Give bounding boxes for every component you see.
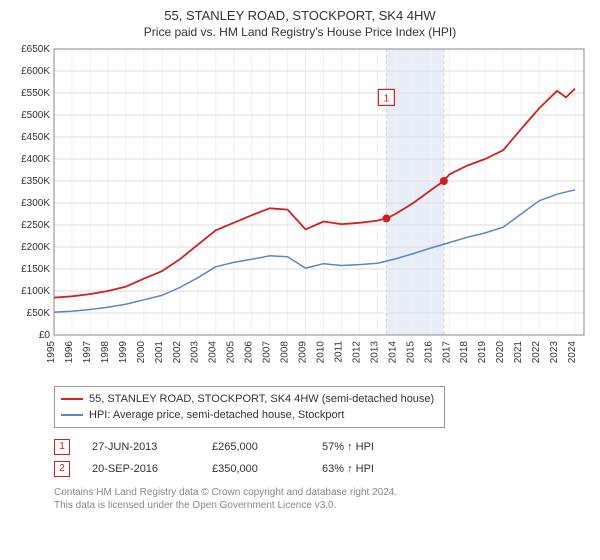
event-list: 1 27-JUN-2013£265,00057% ↑ HPI 2 20-SEP-201…	[54, 436, 590, 480]
svg-text:2003: 2003	[190, 341, 201, 364]
chart: £0 £50K £100K £150K £200K £250K £300K £350K £400…	[10, 45, 590, 380]
event-price: £350,000	[212, 458, 322, 480]
svg-text:2018: 2018	[459, 341, 470, 364]
svg-text:£600K: £600K	[21, 66, 50, 77]
svg-text:2023: 2023	[549, 341, 560, 364]
page-subtitle: Price paid vs. HM Land Registry's House …	[10, 25, 590, 39]
svg-text:2019: 2019	[477, 341, 488, 364]
svg-text:2011: 2011	[333, 341, 344, 363]
event-note: 57% ↑ HPI	[322, 436, 374, 458]
svg-text:2004: 2004	[208, 341, 219, 364]
chart-svg: £0 £50K £100K £150K £200K £250K £300K £350K £400…	[10, 45, 590, 375]
svg-text:£550K: £550K	[21, 88, 50, 99]
svg-text:£650K: £650K	[21, 45, 50, 55]
svg-text:£50K: £50K	[27, 308, 51, 319]
svg-text:1997: 1997	[82, 341, 93, 364]
svg-text:£300K: £300K	[21, 198, 50, 209]
svg-text:2014: 2014	[387, 341, 398, 364]
svg-text:2017: 2017	[441, 341, 452, 364]
svg-text:2008: 2008	[280, 341, 291, 364]
legend-row: HPI: Average price, semi-detached house,…	[61, 407, 434, 423]
svg-text:£100K: £100K	[21, 286, 50, 297]
footnote: Contains HM Land Registry data © Crown c…	[54, 486, 590, 512]
svg-text:2000: 2000	[136, 341, 147, 364]
svg-text:£0: £0	[39, 330, 51, 341]
svg-text:2001: 2001	[154, 341, 165, 364]
svg-text:£200K: £200K	[21, 242, 50, 253]
svg-text:2016: 2016	[423, 341, 434, 364]
page-title: 55, STANLEY ROAD, STOCKPORT, SK4 4HW	[10, 8, 590, 23]
svg-text:2009: 2009	[298, 341, 309, 364]
svg-text:£350K: £350K	[21, 176, 50, 187]
svg-text:£150K: £150K	[21, 264, 50, 275]
legend-swatch	[61, 398, 83, 400]
legend-row: 55, STANLEY ROAD, STOCKPORT, SK4 4HW (se…	[61, 391, 434, 407]
legend-swatch	[61, 414, 83, 416]
event-marker-icon: 1	[54, 439, 70, 455]
svg-text:£400K: £400K	[21, 154, 50, 165]
svg-text:2006: 2006	[244, 341, 255, 364]
svg-text:2021: 2021	[513, 341, 524, 364]
svg-text:1995: 1995	[46, 341, 57, 364]
legend: 55, STANLEY ROAD, STOCKPORT, SK4 4HW (se…	[54, 386, 445, 428]
footnote-line: Contains HM Land Registry data © Crown c…	[54, 486, 590, 499]
svg-text:1998: 1998	[100, 341, 111, 364]
svg-text:2022: 2022	[531, 341, 542, 364]
svg-text:1996: 1996	[64, 341, 75, 364]
event-note: 63% ↑ HPI	[322, 458, 374, 480]
svg-text:2012: 2012	[351, 341, 362, 364]
svg-text:2002: 2002	[172, 341, 183, 364]
svg-text:2024: 2024	[567, 341, 578, 364]
svg-text:£450K: £450K	[21, 132, 50, 143]
svg-text:£250K: £250K	[21, 220, 50, 231]
svg-text:2020: 2020	[495, 341, 506, 364]
svg-text:£500K: £500K	[21, 110, 50, 121]
event-date: 27-JUN-2013	[92, 436, 212, 458]
svg-text:2015: 2015	[405, 341, 416, 364]
svg-text:2007: 2007	[262, 341, 273, 364]
legend-label: 55, STANLEY ROAD, STOCKPORT, SK4 4HW (se…	[89, 391, 434, 407]
svg-text:2005: 2005	[226, 341, 237, 364]
svg-text:1: 1	[384, 93, 390, 104]
event-price: £265,000	[212, 436, 322, 458]
event-marker-icon: 2	[54, 461, 70, 477]
svg-text:2013: 2013	[369, 341, 380, 364]
event-row: 2 20-SEP-2016£350,00063% ↑ HPI	[54, 458, 590, 480]
event-date: 20-SEP-2016	[92, 458, 212, 480]
svg-text:1999: 1999	[118, 341, 129, 364]
svg-text:2010: 2010	[315, 341, 326, 364]
legend-label: HPI: Average price, semi-detached house,…	[89, 407, 344, 423]
footnote-line: This data is licensed under the Open Gov…	[54, 499, 590, 512]
event-row: 1 27-JUN-2013£265,00057% ↑ HPI	[54, 436, 590, 458]
